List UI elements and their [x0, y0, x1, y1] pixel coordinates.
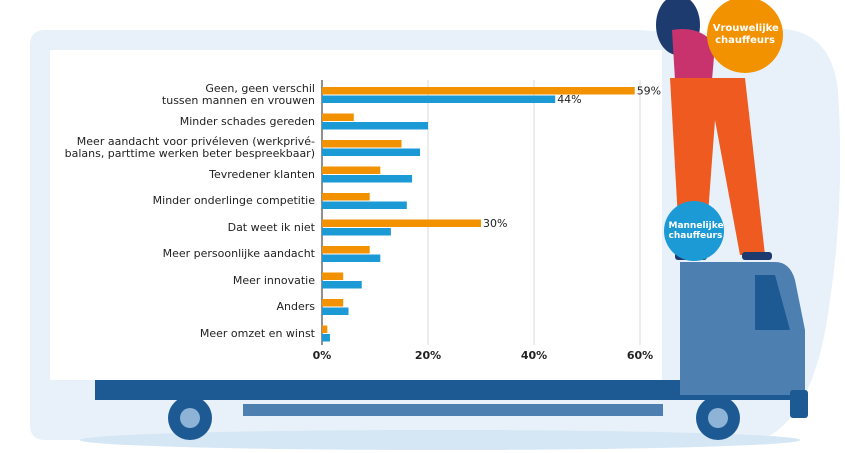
x-tick-label: 60%	[627, 349, 653, 362]
bar	[322, 193, 370, 201]
value-label: 44%	[557, 93, 581, 106]
chart-card	[50, 50, 662, 380]
bar	[322, 272, 344, 280]
legend-circle	[707, 0, 783, 73]
bar	[322, 325, 328, 333]
hub	[708, 408, 728, 428]
bar	[322, 95, 556, 103]
category-label: Dat weet ik niet	[227, 220, 315, 234]
category-label: Meer omzet en winst	[199, 326, 315, 340]
truck	[95, 262, 808, 440]
bar	[322, 254, 381, 262]
x-tick-label: 0%	[313, 349, 332, 362]
bar	[322, 219, 481, 227]
bar	[322, 246, 370, 254]
x-tick-label: 20%	[415, 349, 441, 362]
bar	[322, 281, 362, 289]
bar	[322, 87, 635, 95]
bar	[322, 299, 344, 307]
bar	[322, 148, 421, 156]
tank	[243, 404, 663, 416]
value-label: 30%	[483, 217, 507, 230]
bar	[322, 113, 354, 121]
shoe	[742, 252, 772, 260]
x-tick-label: 40%	[521, 349, 547, 362]
category-label: Minder onderlinge competitie	[152, 194, 315, 207]
chassis	[95, 380, 800, 400]
legend-circle	[664, 201, 724, 261]
top	[672, 29, 715, 80]
window	[755, 275, 790, 330]
shadow	[80, 430, 800, 450]
legend-label: Vrouwelijke chauffeurs	[712, 23, 779, 46]
bumper	[790, 390, 808, 418]
bar	[322, 307, 349, 315]
bar	[322, 122, 428, 130]
category-label: Anders	[276, 300, 316, 313]
category-label: Tevredener klanten	[209, 167, 315, 181]
category-label: Geen, geen verschil tussen mannen en vro…	[161, 82, 315, 107]
bar	[322, 334, 330, 342]
bar	[322, 140, 402, 148]
legend-label: Mannelijke chauffeurs	[668, 221, 724, 241]
bar	[322, 228, 391, 236]
category-label: Meer aandacht voor privéleven (werkprivé…	[64, 135, 315, 160]
bar	[322, 201, 407, 209]
category-label: Meer innovatie	[232, 273, 315, 287]
hub	[180, 408, 200, 428]
bar	[322, 166, 381, 174]
category-label: Meer persoonlijke aandacht	[162, 247, 315, 260]
value-label: 59%	[637, 85, 661, 98]
category-label: Minder schades gereden	[179, 114, 315, 128]
bar	[322, 175, 413, 183]
